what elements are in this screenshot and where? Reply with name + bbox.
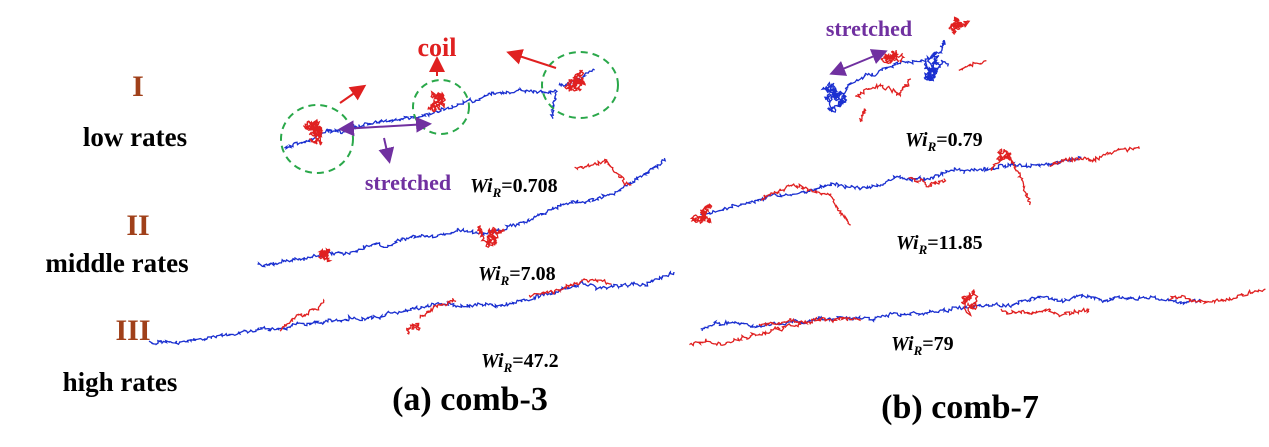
chain [279, 298, 325, 332]
chain [960, 289, 979, 317]
chain [148, 270, 675, 346]
wi-sub: R [500, 273, 510, 288]
chain [833, 39, 946, 102]
annotation: stretched [826, 16, 912, 41]
arrow [338, 116, 432, 137]
chain [427, 90, 447, 113]
wi-value: =7.08 [509, 263, 555, 285]
wi-symbol: Wi [891, 333, 914, 355]
caption: (a) comb-3 [392, 381, 548, 418]
regime-numeral: I [132, 70, 144, 103]
wi-label: WiR=0.708 [470, 175, 558, 200]
wi-symbol: Wi [481, 350, 504, 372]
arrow [829, 49, 888, 76]
chain [700, 293, 1201, 332]
wi-sub: R [503, 360, 513, 375]
chain [880, 50, 906, 65]
arrow [339, 84, 367, 104]
wi-labels: WiR=0.708WiR=7.08WiR=47.2WiR=0.79WiR=11.… [470, 129, 983, 375]
chain [908, 176, 947, 188]
chain [476, 225, 506, 248]
wi-sub: R [927, 139, 937, 154]
regime-label: low rates [83, 122, 187, 152]
chain [758, 316, 861, 327]
chain [317, 247, 333, 263]
wi-symbol: Wi [478, 263, 501, 285]
chain [689, 203, 713, 225]
wi-value: =79 [922, 333, 953, 355]
chain [854, 78, 912, 99]
annotation: stretched [365, 170, 451, 195]
wi-value: =11.85 [927, 232, 982, 254]
wi-symbol: Wi [470, 175, 493, 197]
wi-value: =0.708 [501, 175, 557, 197]
regime-numeral: II [126, 209, 149, 242]
wi-sub: R [492, 185, 502, 200]
chains [148, 16, 1266, 347]
chain [948, 16, 971, 35]
chain [564, 69, 586, 92]
coil-ring [541, 51, 619, 119]
wi-label: WiR=0.79 [905, 129, 983, 154]
chain [1168, 288, 1266, 305]
wi-sub: R [913, 343, 923, 358]
arrow [378, 137, 395, 164]
caption: (b) comb-7 [881, 389, 1039, 426]
regime-label: high rates [63, 367, 178, 397]
chain [419, 297, 457, 319]
chain [923, 51, 950, 82]
chain [302, 118, 324, 146]
chain [1000, 307, 1090, 318]
chain [958, 59, 987, 71]
regime-label: middle rates [45, 248, 188, 278]
chain [700, 155, 1082, 216]
wi-label: WiR=47.2 [481, 350, 559, 375]
wi-value: =0.79 [936, 129, 982, 151]
wi-symbol: Wi [905, 129, 928, 151]
wi-value: =47.2 [512, 350, 558, 372]
wi-label: WiR=7.08 [478, 263, 556, 288]
chain [820, 81, 848, 113]
chain [760, 183, 851, 226]
wi-sub: R [918, 242, 928, 257]
arrow [506, 49, 557, 69]
chain [257, 157, 667, 268]
wi-label: WiR=79 [891, 333, 954, 358]
regime-numeral: III [115, 314, 150, 347]
wi-symbol: Wi [896, 232, 919, 254]
chain [574, 158, 633, 187]
annotation: coil [418, 33, 457, 62]
chain [996, 148, 1012, 162]
chain [858, 108, 867, 123]
chain [1049, 146, 1140, 168]
chain [689, 323, 802, 347]
chain [406, 322, 421, 335]
coil-ring [412, 79, 470, 135]
chain [990, 152, 1032, 206]
markers [280, 49, 888, 174]
chain [284, 86, 559, 150]
coil-ring [280, 104, 354, 174]
chain [528, 278, 612, 298]
wi-label: WiR=11.85 [896, 232, 983, 257]
